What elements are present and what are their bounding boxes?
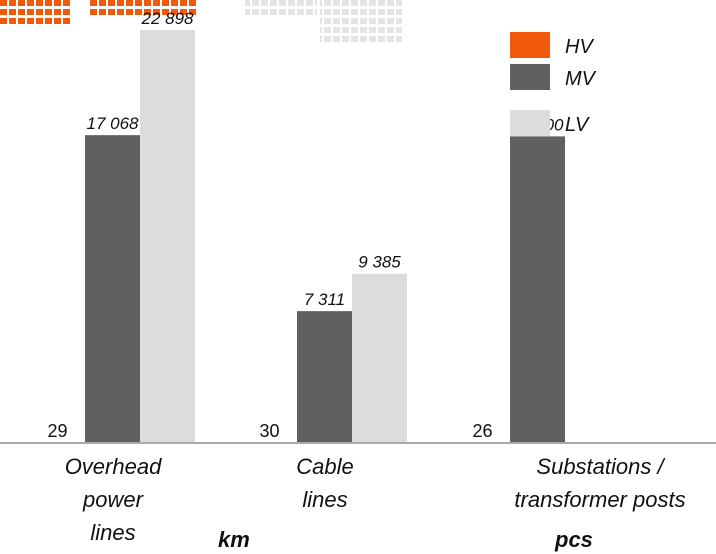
bar [352,274,407,443]
value-label: 17 068 [87,114,140,133]
legend-swatch [510,110,550,136]
bar [297,311,352,443]
legend-label: LV [565,114,590,136]
decoration [320,0,402,42]
bar [510,136,565,443]
value-label: 7 311 [304,290,345,309]
decoration [0,0,72,24]
chart: 2917 06822 898307 3119 3852617 000HVMVLV… [0,0,716,554]
legend-swatch [510,64,550,90]
bar [85,135,140,443]
legend-label: MV [565,68,597,90]
value-label: 22 898 [141,9,195,28]
legend-swatch [510,32,550,58]
value-label: 29 [47,421,67,441]
x-tick-label: Overhead power lines [0,450,233,549]
value-label: 30 [259,421,279,441]
unit-label: pcs [555,527,593,553]
decoration [245,0,317,16]
x-tick-label: Substations / transformer posts [480,450,716,516]
value-label: 9 385 [358,253,401,272]
legend-label: HV [565,36,594,58]
unit-label: km [218,527,250,553]
value-label: 26 [472,421,492,441]
bar [140,30,195,443]
x-tick-label: Cable lines [205,450,445,516]
